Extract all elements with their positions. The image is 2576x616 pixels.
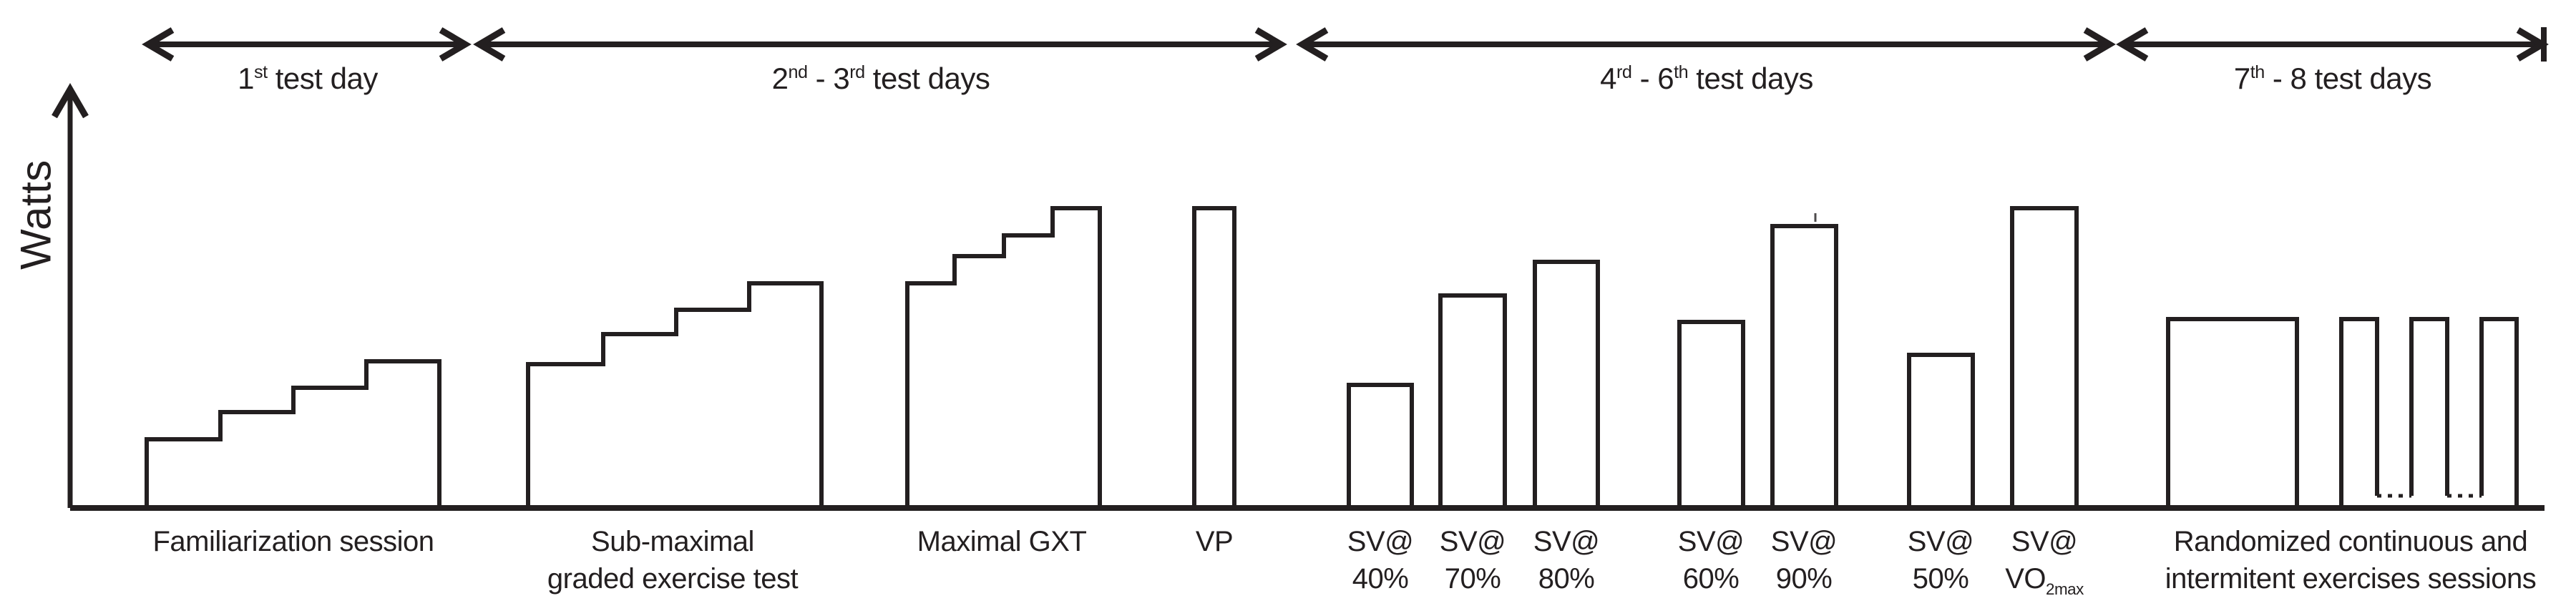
test-label-maximal-gxt: Maximal GXT (917, 526, 1087, 557)
test-label-submaximal-line2: graded exercise test (547, 563, 799, 595)
bar-sv-70 (1438, 293, 1507, 510)
duration-arrow-1-right-arrowhead-icon (439, 27, 472, 62)
sv-value-80: 80% (1538, 563, 1595, 595)
bar-continuous-session (2166, 317, 2299, 510)
section-label-7th-8-test-days: 7th - 8 test days (2233, 62, 2432, 95)
bar-sv-90 (1770, 224, 1838, 510)
test-label-submaximal: Sub-maximal graded exercise test (547, 523, 799, 597)
y-axis-arrowhead-icon (52, 83, 89, 119)
sv-prefix: SV@ (1533, 526, 1600, 557)
test-label-sv-vo2max: SV@ VO2max (2005, 523, 2084, 608)
sv-prefix: SV@ (1907, 526, 1974, 557)
duration-arrow-3-right-arrowhead-icon (2083, 27, 2116, 62)
sv-prefix: SV@ (1770, 526, 1838, 557)
bar-sv-vo2max (2010, 206, 2079, 510)
duration-arrow-2-right-arrowhead-icon (1254, 27, 1287, 62)
sv-value-60: 60% (1682, 563, 1740, 595)
section-label-2nd-3rd-test-days: 2nd - 3rd test days (771, 62, 990, 95)
test-label-sv-80: SV@ 80% (1533, 523, 1600, 597)
test-label-sv-50: SV@ 50% (1908, 523, 1974, 597)
sv-value-40: 40% (1352, 563, 1409, 595)
test-label-sv-70: SV@ 70% (1440, 523, 1506, 597)
sv-prefix: SV@ (1677, 526, 1745, 557)
randomized-label-line1: Randomized continuous and (2173, 526, 2528, 557)
sv-value-90: 90% (1775, 563, 1833, 595)
staircase-submaximal-graded-test (526, 281, 824, 508)
duration-arrow-4-left-arrowhead-icon (2116, 27, 2149, 62)
section-label-1st-test-day: 1st test day (238, 62, 378, 95)
staircase-maximal-gxt (905, 206, 1102, 508)
bar-sv-40 (1347, 383, 1414, 510)
bar-vp (1192, 206, 1236, 510)
duration-arrow-2-left-arrowhead-icon (473, 27, 506, 62)
sv-prefix: SV@ (1439, 526, 1506, 557)
test-label-sv-60: SV@ 60% (1677, 523, 1745, 597)
sv-value-50: 50% (1912, 563, 1969, 595)
section-label-4rd-6th-test-days: 4rd - 6th test days (1600, 62, 1813, 95)
test-label-vp: VP (1195, 526, 1234, 557)
sv-prefix: SV@ (1347, 526, 1414, 557)
bar-sv-60 (1677, 320, 1745, 510)
duration-arrow-1-left-arrowhead-icon (142, 27, 175, 62)
test-label-sv-40: SV@ 40% (1347, 523, 1414, 597)
y-axis-label: Watts (11, 160, 60, 270)
duration-arrow-3-left-arrowhead-icon (1296, 27, 1329, 62)
bar-sv-80 (1533, 260, 1600, 510)
sv-value-vo2max: VO2max (2005, 563, 2084, 598)
sv-value-70: 70% (1444, 563, 1501, 595)
staircase-familiarization (145, 359, 441, 508)
test-label-familiarization: Familiarization session (152, 526, 434, 557)
test-label-randomized-sessions: Randomized continuous and intermitent ex… (2165, 523, 2537, 597)
test-label-submaximal-line1: Sub-maximal (591, 526, 754, 557)
test-label-sv-90: SV@ 90% (1770, 523, 1838, 597)
randomized-label-line2: intermitent exercises sessions (2165, 563, 2537, 595)
shape-intermittent-bars (2339, 317, 2519, 508)
bar-sv-50 (1907, 353, 1975, 510)
sv-prefix: SV@ (2011, 526, 2078, 557)
